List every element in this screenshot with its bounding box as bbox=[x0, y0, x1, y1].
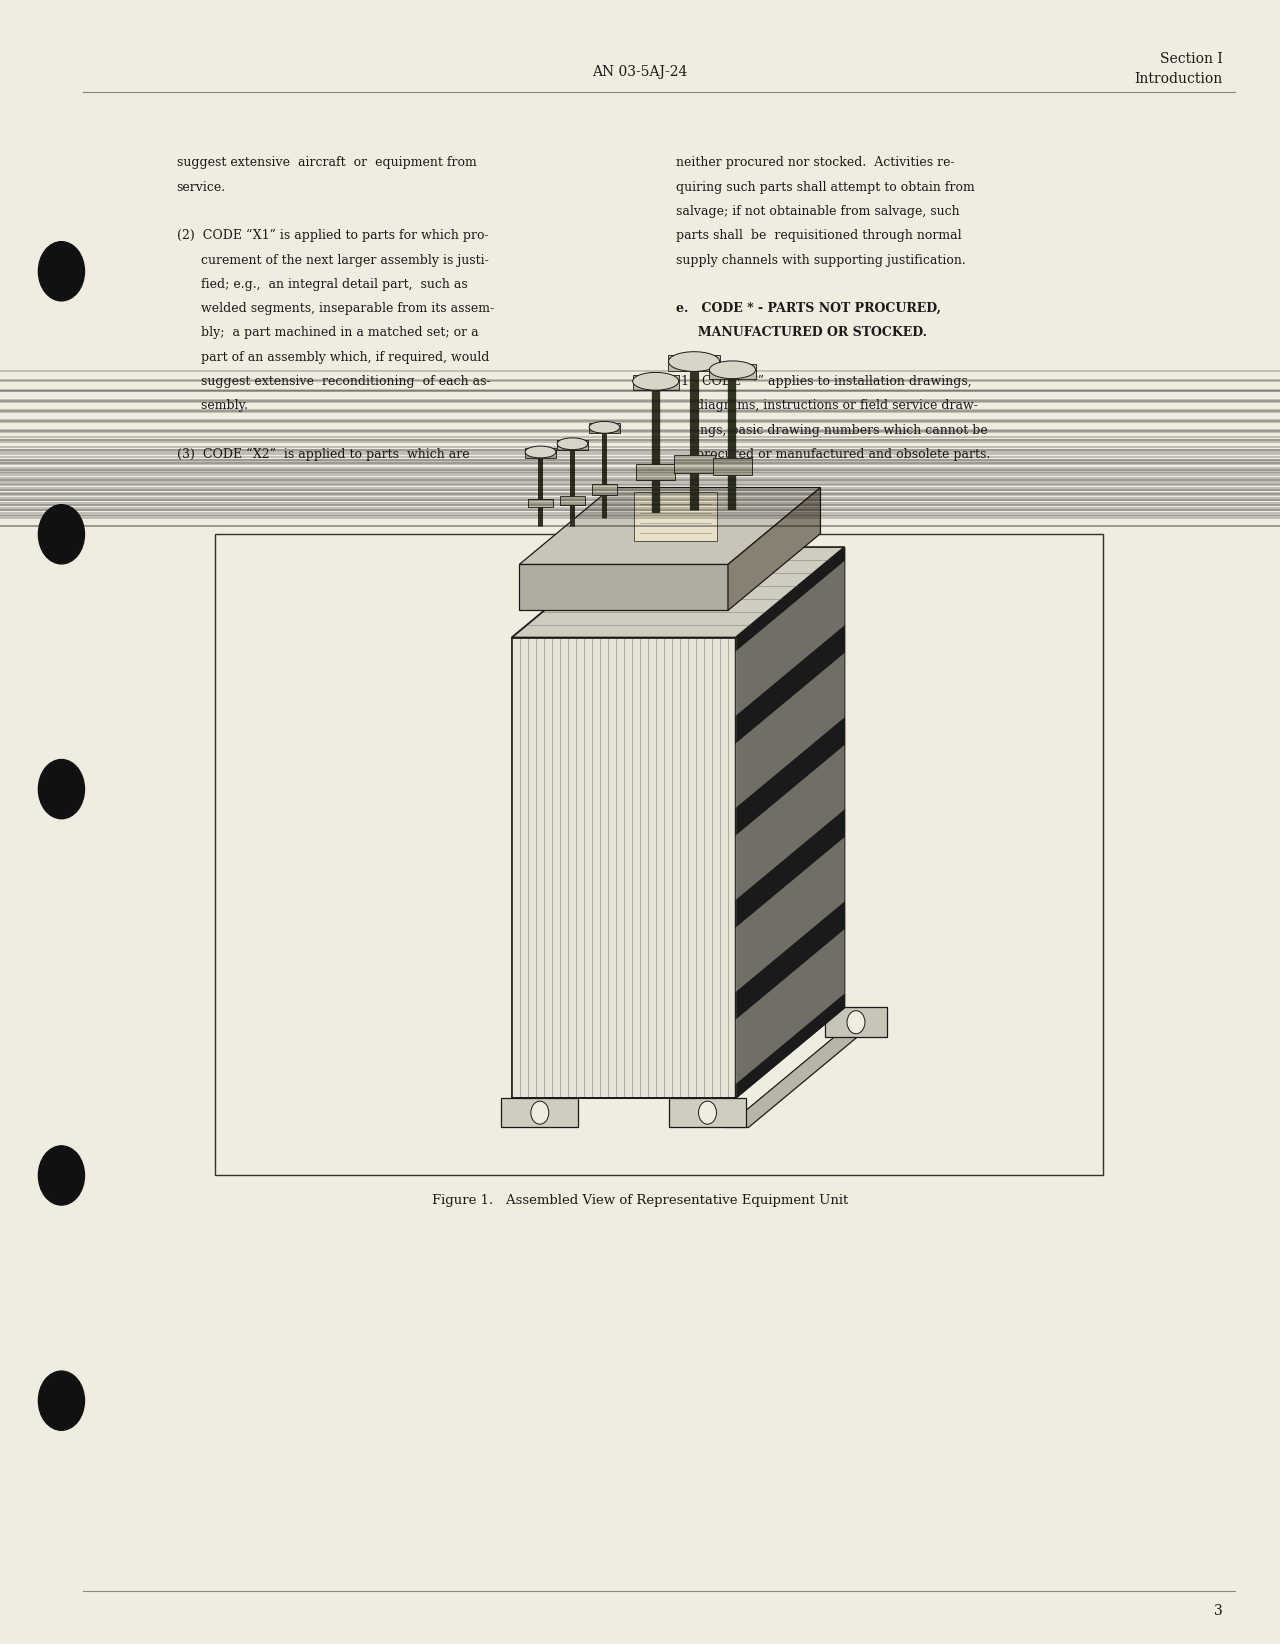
Text: AN 03-5AJ-24: AN 03-5AJ-24 bbox=[593, 66, 687, 79]
Bar bbox=[502, 1098, 579, 1128]
Text: part of an assembly which, if required, would: part of an assembly which, if required, … bbox=[177, 350, 489, 363]
Ellipse shape bbox=[589, 421, 620, 434]
Polygon shape bbox=[736, 929, 845, 1083]
Polygon shape bbox=[726, 1037, 858, 1128]
Polygon shape bbox=[736, 561, 845, 715]
Text: curement of the next larger assembly is justi-: curement of the next larger assembly is … bbox=[177, 253, 489, 266]
Bar bbox=[557, 441, 588, 450]
Polygon shape bbox=[728, 488, 820, 610]
Circle shape bbox=[531, 1101, 549, 1124]
Polygon shape bbox=[736, 547, 845, 1098]
Text: (2)  CODE “X1” is applied to parts for which pro-: (2) CODE “X1” is applied to parts for wh… bbox=[177, 229, 488, 242]
Polygon shape bbox=[512, 638, 736, 1098]
Text: salvage; if not obtainable from salvage, such: salvage; if not obtainable from salvage,… bbox=[676, 206, 960, 219]
Ellipse shape bbox=[709, 362, 755, 378]
Text: fied; e.g.,  an integral detail part,  such as: fied; e.g., an integral detail part, suc… bbox=[177, 278, 467, 291]
Polygon shape bbox=[512, 547, 845, 638]
Circle shape bbox=[699, 1101, 717, 1124]
Polygon shape bbox=[520, 564, 728, 610]
Text: sembly.: sembly. bbox=[177, 399, 247, 413]
Bar bbox=[527, 498, 553, 508]
Polygon shape bbox=[736, 745, 845, 899]
Circle shape bbox=[38, 1371, 84, 1430]
Circle shape bbox=[847, 1011, 865, 1034]
Bar bbox=[632, 375, 678, 390]
Bar bbox=[215, 534, 1103, 1175]
Text: 3: 3 bbox=[1213, 1605, 1222, 1618]
Text: Section I: Section I bbox=[1160, 53, 1222, 66]
Ellipse shape bbox=[668, 352, 719, 372]
Text: quiring such parts shall attempt to obtain from: quiring such parts shall attempt to obta… bbox=[676, 181, 974, 194]
Text: Figure 1.   Assembled View of Representative Equipment Unit: Figure 1. Assembled View of Representati… bbox=[431, 1194, 849, 1207]
Bar bbox=[559, 495, 585, 505]
Text: Introduction: Introduction bbox=[1134, 72, 1222, 85]
Text: procured or manufactured and obsolete parts.: procured or manufactured and obsolete pa… bbox=[676, 449, 991, 462]
Text: bly;  a part machined in a matched set; or a: bly; a part machined in a matched set; o… bbox=[177, 327, 479, 340]
Bar bbox=[713, 457, 751, 475]
Text: (3)  CODE “X2”  is applied to parts  which are: (3) CODE “X2” is applied to parts which … bbox=[177, 449, 470, 462]
Polygon shape bbox=[520, 488, 820, 564]
Text: MANUFACTURED OR STOCKED.: MANUFACTURED OR STOCKED. bbox=[676, 327, 927, 340]
Polygon shape bbox=[736, 837, 845, 991]
Bar bbox=[634, 492, 717, 541]
Circle shape bbox=[38, 1146, 84, 1205]
Text: e.   CODE * - PARTS NOT PROCURED,: e. CODE * - PARTS NOT PROCURED, bbox=[676, 302, 941, 316]
Text: diagrams, instructions or field service draw-: diagrams, instructions or field service … bbox=[676, 399, 978, 413]
Polygon shape bbox=[736, 653, 845, 807]
Circle shape bbox=[38, 242, 84, 301]
Bar bbox=[591, 485, 617, 495]
Circle shape bbox=[38, 505, 84, 564]
Bar bbox=[636, 464, 675, 480]
Text: suggest extensive  reconditioning  of each as-: suggest extensive reconditioning of each… bbox=[177, 375, 490, 388]
Text: welded segments, inseparable from its assem-: welded segments, inseparable from its as… bbox=[177, 302, 494, 316]
Bar bbox=[668, 355, 719, 372]
Text: service.: service. bbox=[177, 181, 225, 194]
Bar bbox=[589, 424, 620, 434]
Bar bbox=[709, 363, 755, 378]
Bar bbox=[826, 1008, 887, 1037]
Text: neither procured nor stocked.  Activities re-: neither procured nor stocked. Activities… bbox=[676, 156, 955, 169]
Ellipse shape bbox=[525, 446, 556, 459]
Text: suggest extensive  aircraft  or  equipment from: suggest extensive aircraft or equipment … bbox=[177, 156, 476, 169]
Bar bbox=[525, 449, 556, 459]
Bar bbox=[673, 455, 714, 472]
Text: parts shall  be  requisitioned through normal: parts shall be requisitioned through nor… bbox=[676, 229, 961, 242]
Bar bbox=[669, 1098, 746, 1128]
Ellipse shape bbox=[632, 373, 678, 390]
Text: (1)  CODE “*” applies to installation drawings,: (1) CODE “*” applies to installation dra… bbox=[676, 375, 972, 388]
Circle shape bbox=[38, 760, 84, 819]
Ellipse shape bbox=[557, 437, 588, 450]
Text: supply channels with supporting justification.: supply channels with supporting justific… bbox=[676, 253, 965, 266]
Text: ings, basic drawing numbers which cannot be: ings, basic drawing numbers which cannot… bbox=[676, 424, 988, 437]
